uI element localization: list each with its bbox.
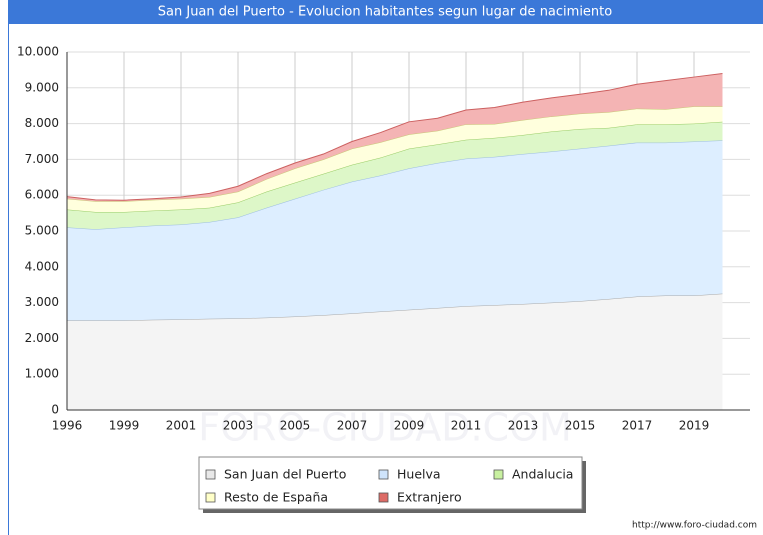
y-tick-label: 5.000 [25,224,59,238]
y-tick-label: 8.000 [25,116,59,130]
legend-swatch [493,469,504,480]
y-tick-label: 10.000 [17,45,59,59]
x-tick-label: 2019 [679,419,710,433]
chart-title: San Juan del Puerto - Evolucion habitant… [158,5,613,20]
x-tick-label: 2015 [565,419,596,433]
x-tick-label: 2009 [394,419,425,433]
legend-swatch [378,492,389,503]
watermark: FORO-CIUDAD.COM [198,406,572,450]
x-tick-label: 2013 [508,419,539,433]
x-tick-label: 2007 [337,419,368,433]
area [67,73,723,202]
x-tick-label: 1996 [52,419,83,433]
area [67,140,723,321]
x-tick-label: 1999 [109,419,140,433]
y-tick-label: 3.000 [25,295,59,309]
y-tick-label: 0 [51,403,59,417]
legend [198,456,583,510]
source: http://www.foro-ciudad.com [632,521,757,531]
area [67,106,723,213]
area [67,293,723,410]
y-tick-label: 7.000 [25,152,59,166]
legend-label: Extranjero [397,490,462,505]
y-tick-label: 6.000 [25,188,59,202]
y-tick-label: 4.000 [25,259,59,273]
legend-label: Huelva [397,467,441,482]
legend-swatch [205,469,216,480]
y-tick-label: 2.000 [25,331,59,345]
legend-swatch [205,492,216,503]
area-line [66,121,723,213]
y-tick-label: 9.000 [25,80,59,94]
x-tick-label: 2011 [451,419,482,433]
legend-swatch [378,469,389,480]
area-line [66,72,723,201]
legend-label: Andalucia [512,467,573,482]
x-tick-label: 2001 [166,419,197,433]
area [67,121,723,230]
legend-label: Resto de España [224,490,328,505]
x-tick-label: 2017 [622,419,653,433]
x-tick-label: 2005 [280,419,311,433]
legend-label: San Juan del Puerto [224,467,346,482]
y-tick-label: 1.000 [25,367,59,381]
title-bar [8,0,763,24]
x-tick-label: 2003 [223,419,254,433]
